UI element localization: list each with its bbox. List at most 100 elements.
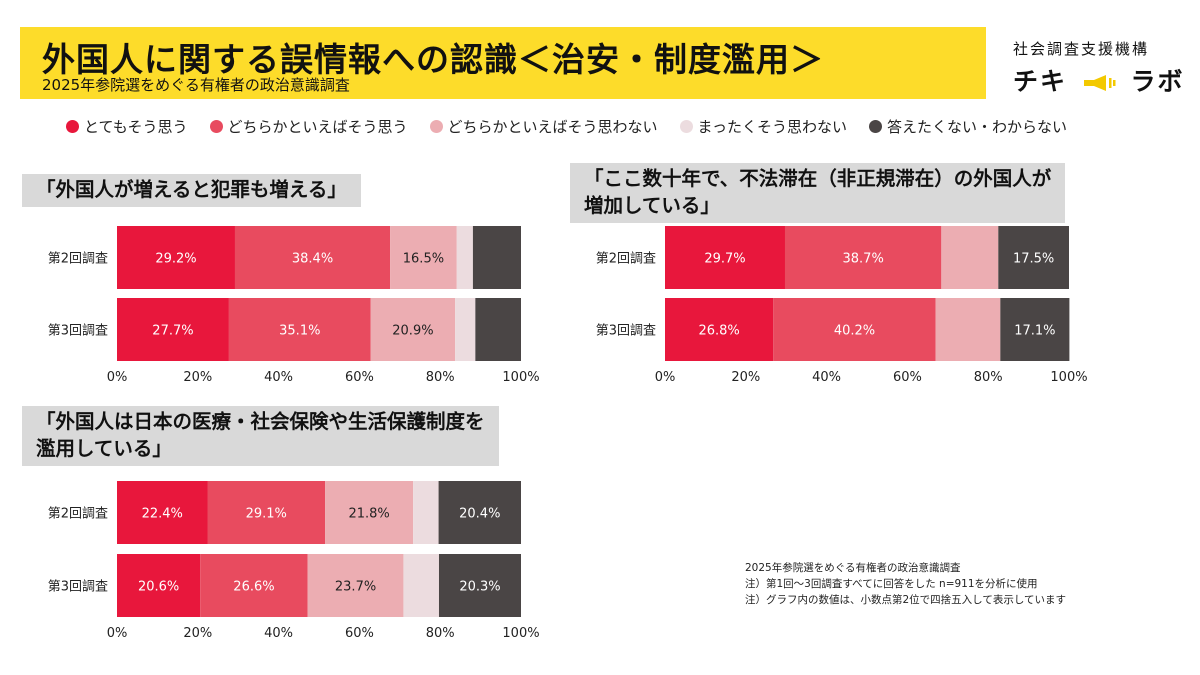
bar-segment <box>665 226 785 289</box>
x-tick-label: 20% <box>183 370 212 385</box>
bar-segment <box>200 554 308 617</box>
bar-segment <box>207 481 326 544</box>
data-label: 29.7% <box>704 252 745 267</box>
brand-logo-right: ラボ <box>1130 67 1185 96</box>
bar-segment <box>390 226 457 289</box>
bar-segment <box>784 226 942 289</box>
data-label: 21.8% <box>348 507 389 522</box>
legend-label: 答えたくない・わからない <box>886 117 1067 136</box>
legend: とてもそう思う どちらかといえばそう思う どちらかといえばそう思わない まったく… <box>66 115 1089 137</box>
category-label: 第3回調査 <box>48 580 108 595</box>
chart1-title-line: 「外国人が増えると犯罪も増える」 <box>36 178 347 201</box>
bar-segment <box>117 554 201 617</box>
chart3-title: 「外国人は日本の医療・社会保険や生活保護制度を 濫用している」 <box>22 406 499 466</box>
data-label: 38.4% <box>292 252 333 267</box>
data-label: 17.5% <box>1013 252 1054 267</box>
data-label: 38.7% <box>843 252 884 267</box>
data-label: 20.4% <box>459 507 500 522</box>
chart2-title-line: 「ここ数十年で、不法滞在（非正規滞在）の外国人が <box>584 167 1052 190</box>
data-label: 35.1% <box>279 324 320 339</box>
x-tick-label: 0% <box>655 370 676 385</box>
category-label: 第2回調査 <box>48 507 108 522</box>
bar-segment <box>472 226 521 289</box>
legend-item: 答えたくない・わからない <box>868 116 1067 137</box>
chart3-title-line: 濫用している」 <box>36 437 172 460</box>
bar-segment <box>935 298 1001 361</box>
legend-dot-icon <box>679 119 693 133</box>
x-tick-label: 80% <box>426 370 455 385</box>
x-tick-label: 0% <box>107 626 128 641</box>
brand-logo: チキ ラボ <box>1013 62 1184 98</box>
data-label: 29.2% <box>155 252 196 267</box>
bar-segment <box>455 298 476 361</box>
bar-segment <box>117 298 229 361</box>
x-tick-label: 40% <box>812 370 841 385</box>
data-label: 29.1% <box>246 507 287 522</box>
legend-dot-icon <box>66 119 79 133</box>
x-tick-label: 40% <box>264 626 293 641</box>
data-label: 20.9% <box>392 324 433 339</box>
x-tick-label: 0% <box>107 370 128 385</box>
megaphone-icon <box>1083 75 1116 91</box>
category-label: 第2回調査 <box>48 252 108 267</box>
x-tick-label: 80% <box>974 370 1003 385</box>
bar-segment <box>413 481 439 544</box>
data-label: 27.7% <box>152 324 193 339</box>
chart1-title: 「外国人が増えると犯罪も増える」 <box>22 174 361 207</box>
x-tick-label: 100% <box>1050 370 1087 385</box>
brand-logo-left: チキ <box>1013 67 1068 96</box>
x-tick-label: 60% <box>345 626 374 641</box>
legend-dot-icon <box>429 119 443 133</box>
x-tick-label: 100% <box>502 370 539 385</box>
category-label: 第3回調査 <box>596 324 656 339</box>
bar-segment <box>370 298 456 361</box>
bar-segment <box>117 481 208 544</box>
data-label: 20.3% <box>459 580 500 595</box>
bar-segment <box>234 226 391 289</box>
data-label: 22.4% <box>142 507 183 522</box>
chart2-title-line: 増加している」 <box>584 194 720 217</box>
legend-item: まったくそう思わない <box>679 116 847 137</box>
bar-segment <box>998 226 1069 289</box>
legend-label: どちらかといえばそう思う <box>227 117 408 136</box>
legend-dot-icon <box>868 119 882 133</box>
category-label: 第2回調査 <box>596 252 656 267</box>
x-tick-label: 100% <box>502 626 539 641</box>
page-title: 外国人に関する誤情報への認識＜治安・制度濫用＞ <box>42 40 824 79</box>
category-label: 第3回調査 <box>48 324 108 339</box>
data-label: 26.8% <box>698 324 739 339</box>
data-label: 17.1% <box>1014 324 1055 339</box>
footnote: 注）グラフ内の数値は、小数点第2位で四捨五入して表示しています <box>745 594 1067 606</box>
bar-segment <box>941 226 999 289</box>
footnote: 2025年参院選をめぐる有権者の政治意識調査 <box>745 562 961 574</box>
x-tick-label: 20% <box>731 370 760 385</box>
bar-segment <box>117 226 235 289</box>
data-label: 20.6% <box>138 580 179 595</box>
x-tick-label: 40% <box>264 370 293 385</box>
data-label: 16.5% <box>403 252 444 267</box>
legend-dot-icon <box>209 119 223 133</box>
footnote: 注）第1回〜3回調査すべてに回答をした n=911を分析に使用 <box>745 578 1038 590</box>
page-subtitle: 2025年参院選をめぐる有権者の政治意識調査 <box>42 76 350 94</box>
legend-item: とてもそう思う <box>66 116 188 137</box>
bar-segment <box>228 298 371 361</box>
chart3-title-line: 「外国人は日本の医療・社会保険や生活保護制度を <box>36 410 485 433</box>
bar-segment <box>475 298 521 361</box>
data-label: 40.2% <box>834 324 875 339</box>
bar-segment <box>665 298 774 361</box>
bar-segment <box>325 481 414 544</box>
bar-segment <box>403 554 439 617</box>
x-tick-label: 60% <box>893 370 922 385</box>
bar-segment <box>438 481 521 544</box>
brand-organization: 社会調査支援機構 <box>1013 40 1150 58</box>
legend-item: どちらかといえばそう思う <box>209 116 408 137</box>
data-label: 23.7% <box>335 580 376 595</box>
bar-segment <box>1000 298 1070 361</box>
bar-segment <box>438 554 521 617</box>
bar-segment <box>456 226 473 289</box>
x-tick-label: 60% <box>345 370 374 385</box>
legend-label: どちらかといえばそう思わない <box>447 117 658 136</box>
bar-segment <box>773 298 936 361</box>
legend-label: まったくそう思わない <box>697 117 847 136</box>
